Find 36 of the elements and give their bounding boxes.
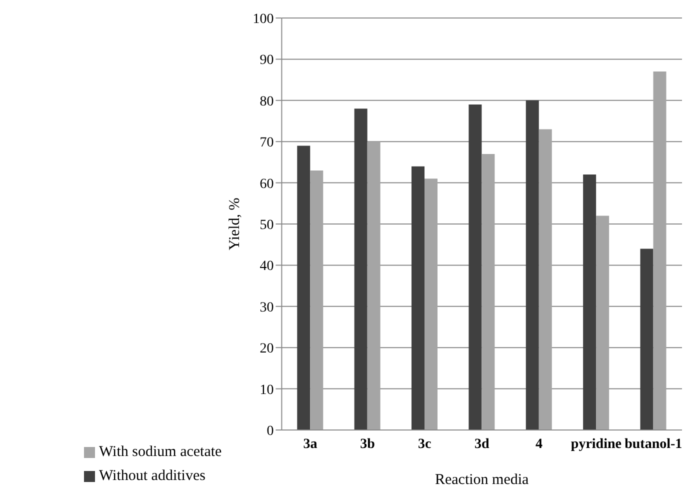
y-tick-label: 70 [260, 136, 274, 151]
x-tick-label: 3b [360, 436, 376, 452]
bar [482, 154, 495, 430]
y-tick-label: 30 [260, 300, 274, 316]
legend-label: With sodium acetate [99, 444, 222, 460]
bar [583, 174, 596, 430]
y-tick-label: 60 [260, 176, 274, 192]
y-tick-label: 20 [260, 342, 274, 357]
x-tick-label: 4 [536, 436, 543, 452]
y-tick-label: 40 [260, 259, 274, 274]
bar [297, 146, 310, 430]
bar [468, 104, 482, 430]
bar [424, 178, 438, 430]
legend-label: Without additives [99, 468, 206, 484]
y-tick-label: 0 [266, 424, 274, 439]
bar [367, 142, 380, 430]
x-tick-label: 3a [303, 436, 318, 452]
x-tick-label: 3d [474, 436, 490, 452]
x-axis-title: Reaction media [434, 472, 530, 488]
bar [310, 170, 324, 430]
x-tick-label: pyridine [570, 436, 622, 452]
bar [538, 129, 552, 430]
bar [640, 248, 654, 430]
bar [653, 72, 666, 430]
bar [596, 216, 610, 430]
y-tick-label: 100 [252, 12, 274, 27]
y-tick-label: 90 [260, 53, 274, 68]
y-tick-label: 50 [260, 218, 274, 233]
y-axis-title: Yield, % [227, 198, 244, 250]
x-tick-label: butanol-1 [624, 436, 682, 452]
x-tick-label: 3c [418, 436, 432, 452]
bar [354, 108, 368, 430]
y-tick-label: 80 [260, 94, 274, 110]
bar [526, 100, 539, 430]
y-tick-label: 10 [260, 382, 274, 398]
bar [412, 166, 425, 430]
